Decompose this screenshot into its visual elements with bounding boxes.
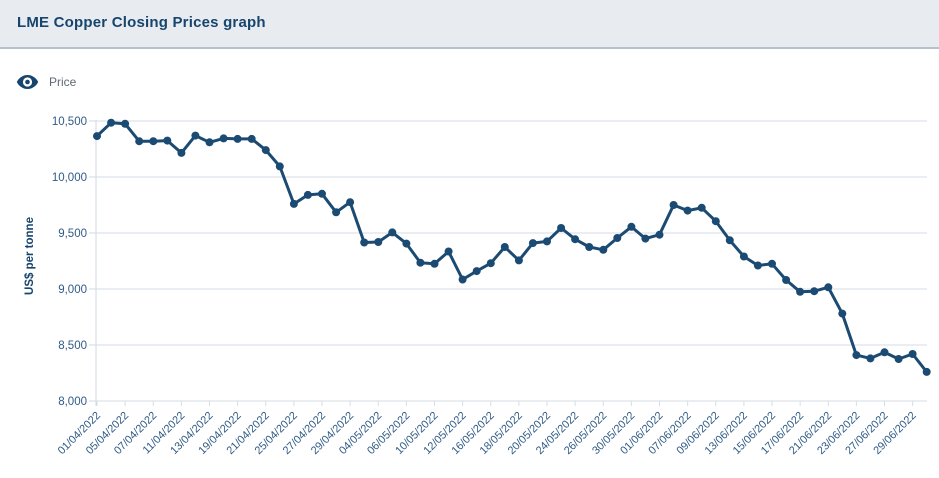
- data-point[interactable]: [402, 239, 411, 248]
- data-point[interactable]: [261, 146, 270, 155]
- y-tick-label: 10,500: [52, 116, 87, 128]
- data-point[interactable]: [416, 258, 425, 267]
- data-point[interactable]: [233, 134, 242, 143]
- data-point[interactable]: [500, 243, 509, 251]
- data-point[interactable]: [739, 252, 748, 261]
- data-point[interactable]: [332, 208, 341, 217]
- data-point[interactable]: [613, 234, 622, 242]
- data-point[interactable]: [388, 228, 397, 237]
- data-point[interactable]: [528, 239, 537, 248]
- price-line: [95, 121, 929, 374]
- data-point[interactable]: [247, 134, 256, 143]
- data-point[interactable]: [374, 238, 383, 246]
- data-point[interactable]: [894, 355, 903, 363]
- data-point[interactable]: [93, 132, 101, 141]
- data-point[interactable]: [303, 190, 312, 199]
- data-point[interactable]: [289, 199, 298, 208]
- data-point[interactable]: [824, 283, 833, 292]
- data-point[interactable]: [163, 136, 172, 145]
- data-point[interactable]: [219, 134, 228, 143]
- data-point[interactable]: [275, 162, 284, 171]
- data-point[interactable]: [177, 148, 186, 157]
- legend-item-price[interactable]: Price: [16, 73, 76, 91]
- data-point[interactable]: [908, 350, 917, 358]
- y-tick-label: 8,000: [58, 396, 87, 408]
- data-point[interactable]: [627, 222, 636, 231]
- data-point[interactable]: [922, 367, 931, 376]
- data-point[interactable]: [838, 309, 847, 318]
- data-point[interactable]: [683, 206, 692, 215]
- data-point[interactable]: [107, 118, 116, 127]
- data-point[interactable]: [641, 234, 650, 243]
- data-point[interactable]: [149, 137, 158, 146]
- data-point[interactable]: [191, 131, 200, 140]
- data-point[interactable]: [669, 201, 678, 209]
- y-tick-label: 9,500: [58, 228, 87, 240]
- data-point[interactable]: [599, 245, 608, 254]
- data-point[interactable]: [318, 189, 326, 198]
- data-point[interactable]: [514, 256, 523, 265]
- data-point[interactable]: [458, 275, 467, 284]
- data-point[interactable]: [866, 354, 875, 363]
- data-point[interactable]: [585, 243, 594, 251]
- eye-icon: [16, 75, 39, 89]
- data-point[interactable]: [782, 276, 791, 284]
- data-point[interactable]: [472, 267, 481, 276]
- data-point[interactable]: [711, 217, 720, 226]
- data-point[interactable]: [543, 237, 551, 246]
- data-point[interactable]: [880, 348, 889, 357]
- page-title: LME Copper Closing Prices graph: [17, 14, 266, 31]
- data-point[interactable]: [135, 137, 144, 146]
- data-point[interactable]: [486, 259, 495, 268]
- data-point[interactable]: [121, 119, 130, 128]
- data-point[interactable]: [346, 198, 355, 207]
- data-point[interactable]: [725, 236, 734, 245]
- data-point[interactable]: [571, 235, 580, 244]
- data-point[interactable]: [810, 287, 819, 296]
- data-point[interactable]: [205, 138, 214, 147]
- y-tick-label: 9,000: [58, 284, 87, 296]
- y-tick-label: 8,500: [58, 340, 87, 352]
- data-point[interactable]: [697, 203, 706, 212]
- data-point[interactable]: [852, 351, 861, 360]
- data-point[interactable]: [444, 247, 453, 256]
- chart-header: LME Copper Closing Prices graph: [0, 0, 939, 49]
- data-point[interactable]: [768, 259, 776, 268]
- data-point[interactable]: [655, 230, 664, 239]
- data-point[interactable]: [753, 261, 762, 270]
- data-point[interactable]: [796, 287, 805, 296]
- y-tick-label: 10,000: [52, 172, 87, 184]
- data-point[interactable]: [360, 238, 369, 247]
- legend-label: Price: [49, 75, 77, 89]
- data-point[interactable]: [557, 224, 566, 232]
- data-point[interactable]: [430, 259, 439, 268]
